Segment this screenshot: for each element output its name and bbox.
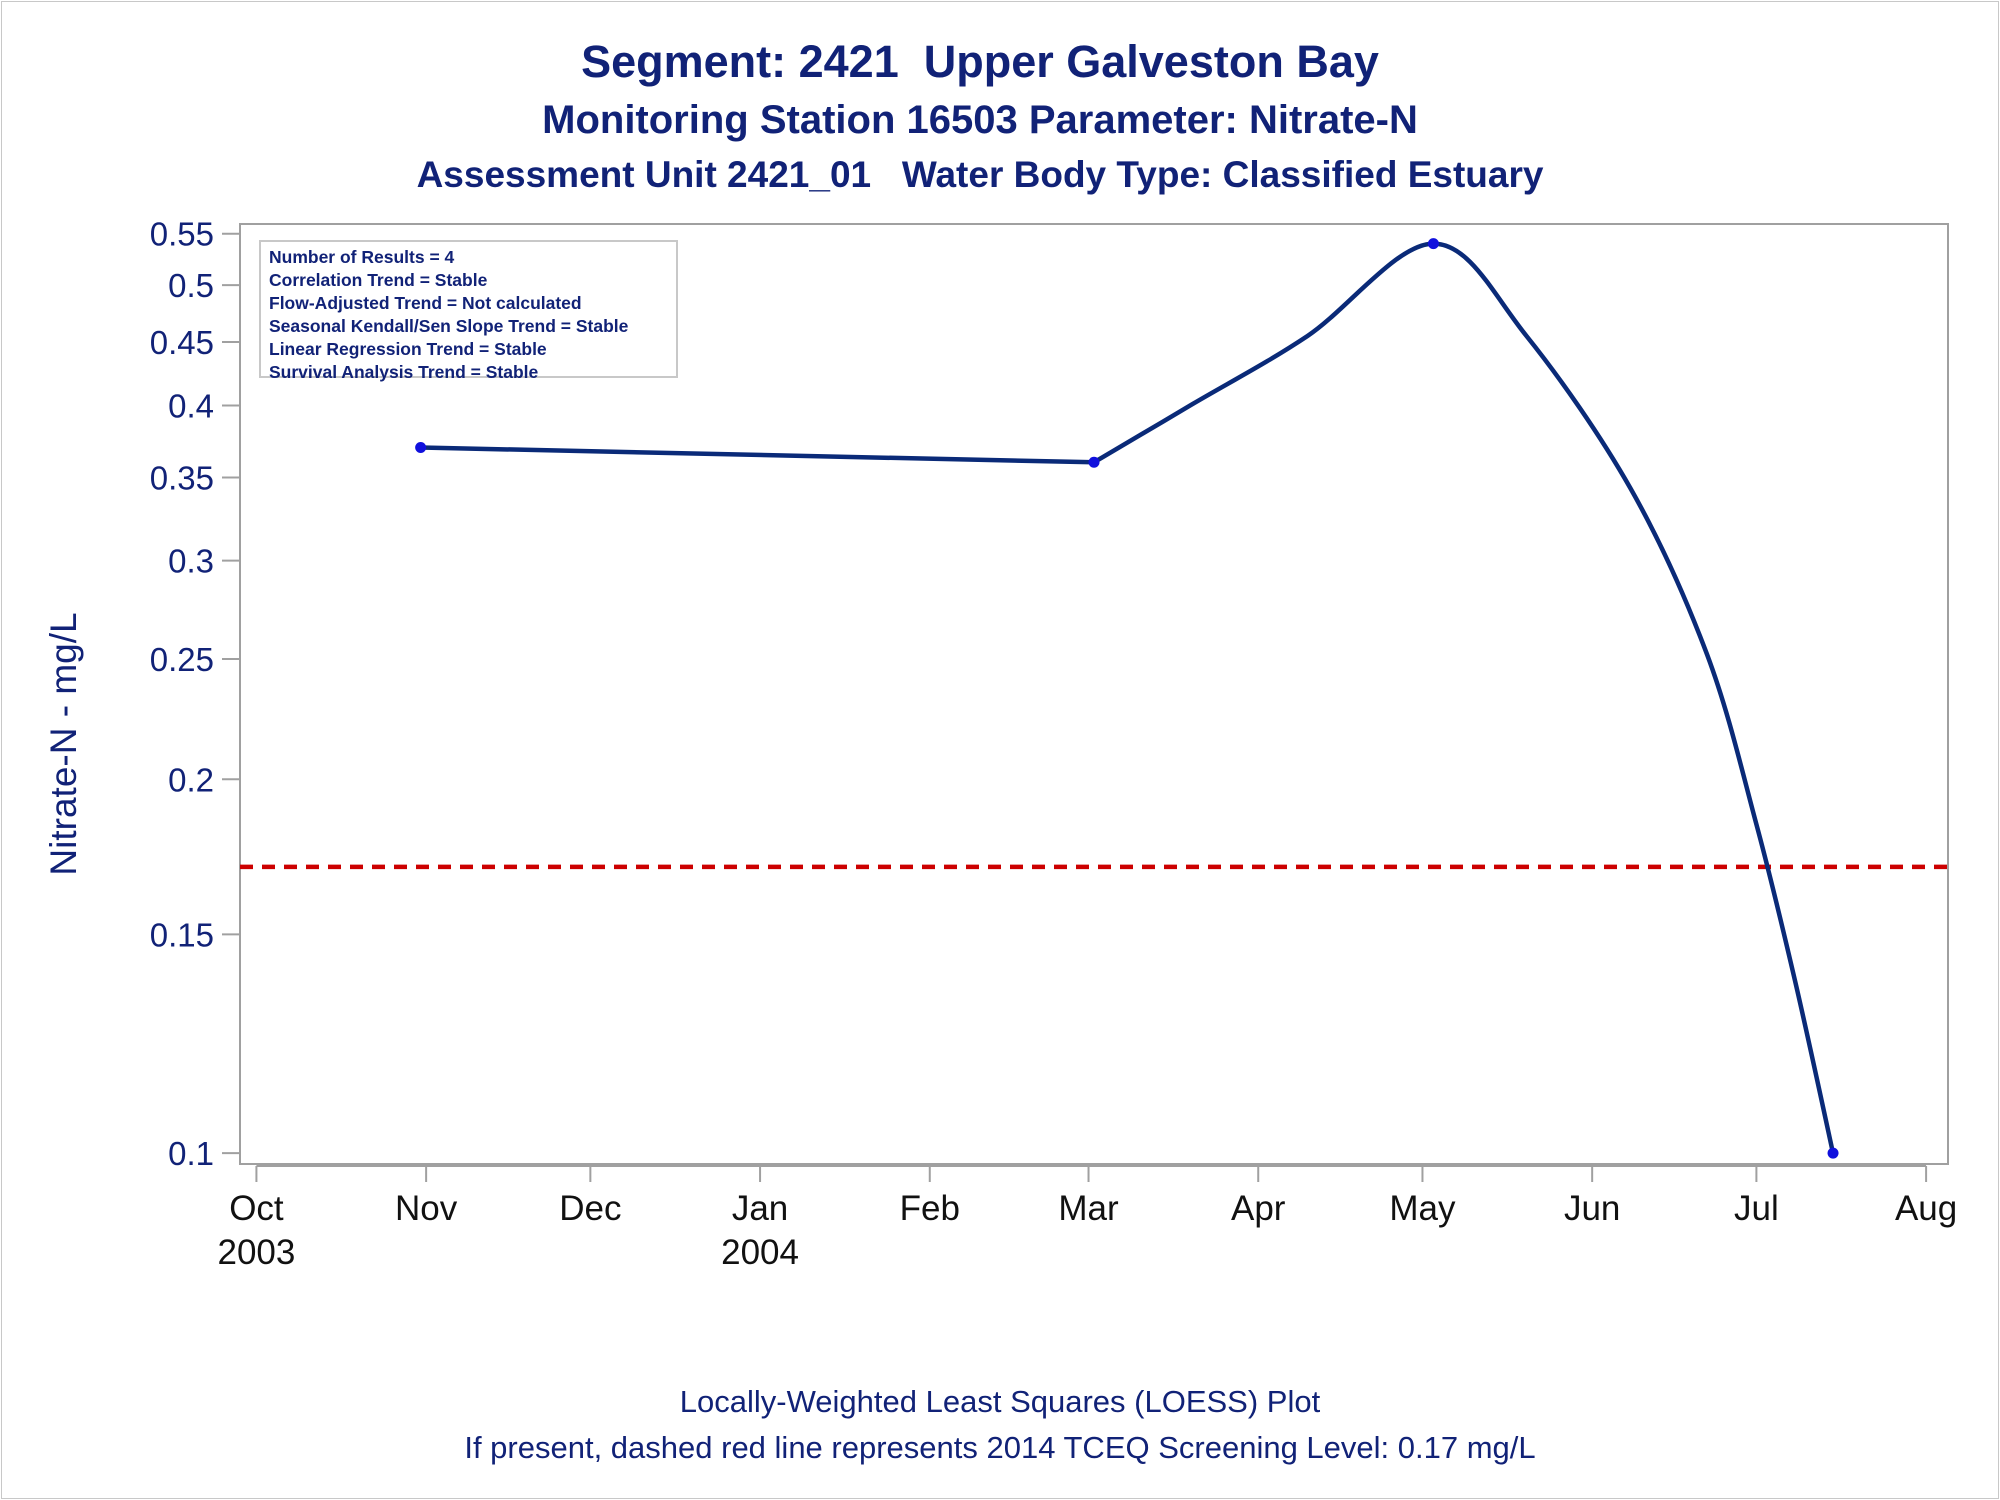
- footnote-screening-level: If present, dashed red line represents 2…: [464, 1430, 1536, 1465]
- loess-curve-line: [420, 241, 1836, 1154]
- y-tick-label: 0.55: [150, 216, 214, 253]
- trend-info-box: Number of Results = 4 Correlation Trend …: [259, 240, 678, 382]
- y-tick-label: 0.45: [150, 324, 214, 361]
- chart-subtitle-assessment: Assessment Unit 2421_01 Water Body Type:…: [416, 154, 1544, 195]
- data-point-marker: [1088, 456, 1100, 468]
- y-tick-label: 0.25: [150, 641, 214, 678]
- info-flow-adjusted-trend: Flow-Adjusted Trend = Not calculated: [269, 293, 582, 313]
- y-tick-label: 0.35: [150, 459, 214, 496]
- x-tick-year-label: 2003: [217, 1233, 295, 1272]
- y-tick-label: 0.4: [168, 387, 214, 424]
- x-tick-label: Jun: [1564, 1189, 1620, 1228]
- x-tick-label: Oct: [229, 1189, 284, 1228]
- y-tick-label: 0.1: [168, 1135, 214, 1172]
- footnote-plot-type: Locally-Weighted Least Squares (LOESS) P…: [679, 1384, 1321, 1419]
- info-number-of-results: Number of Results = 4: [269, 247, 455, 267]
- data-point-marker: [415, 442, 427, 454]
- y-tick-label: 0.5: [168, 267, 214, 304]
- data-point-marker: [1427, 238, 1439, 250]
- info-linear-regression-trend: Linear Regression Trend = Stable: [269, 339, 547, 359]
- x-tick-label: Dec: [559, 1189, 621, 1228]
- info-seasonal-kendall-trend: Seasonal Kendall/Sen Slope Trend = Stabl…: [269, 316, 629, 336]
- chart-title: Segment: 2421 Upper Galveston Bay: [581, 36, 1379, 87]
- x-tick-label: Jan: [732, 1189, 788, 1228]
- y-tick-label: 0.15: [150, 916, 214, 953]
- x-tick-label: Nov: [395, 1189, 458, 1228]
- info-survival-analysis-trend: Survival Analysis Trend = Stable: [269, 362, 539, 382]
- y-tick-label: 0.2: [168, 761, 214, 798]
- y-axis-label: Nitrate-N - mg/L: [43, 612, 84, 875]
- x-tick-label: May: [1389, 1189, 1456, 1228]
- x-tick-label: Mar: [1058, 1189, 1119, 1228]
- info-correlation-trend: Correlation Trend = Stable: [269, 270, 488, 290]
- x-tick-label: Aug: [1895, 1189, 1957, 1228]
- chart-subtitle-station: Monitoring Station 16503 Parameter: Nitr…: [542, 98, 1418, 142]
- x-tick-label: Apr: [1231, 1189, 1286, 1228]
- y-tick-label: 0.3: [168, 543, 214, 580]
- x-tick-label: Feb: [900, 1189, 960, 1228]
- data-point-marker: [1827, 1147, 1839, 1159]
- x-tick-label: Jul: [1734, 1189, 1779, 1228]
- x-tick-year-label: 2004: [721, 1233, 799, 1272]
- plot-area-frame: [239, 223, 1949, 1165]
